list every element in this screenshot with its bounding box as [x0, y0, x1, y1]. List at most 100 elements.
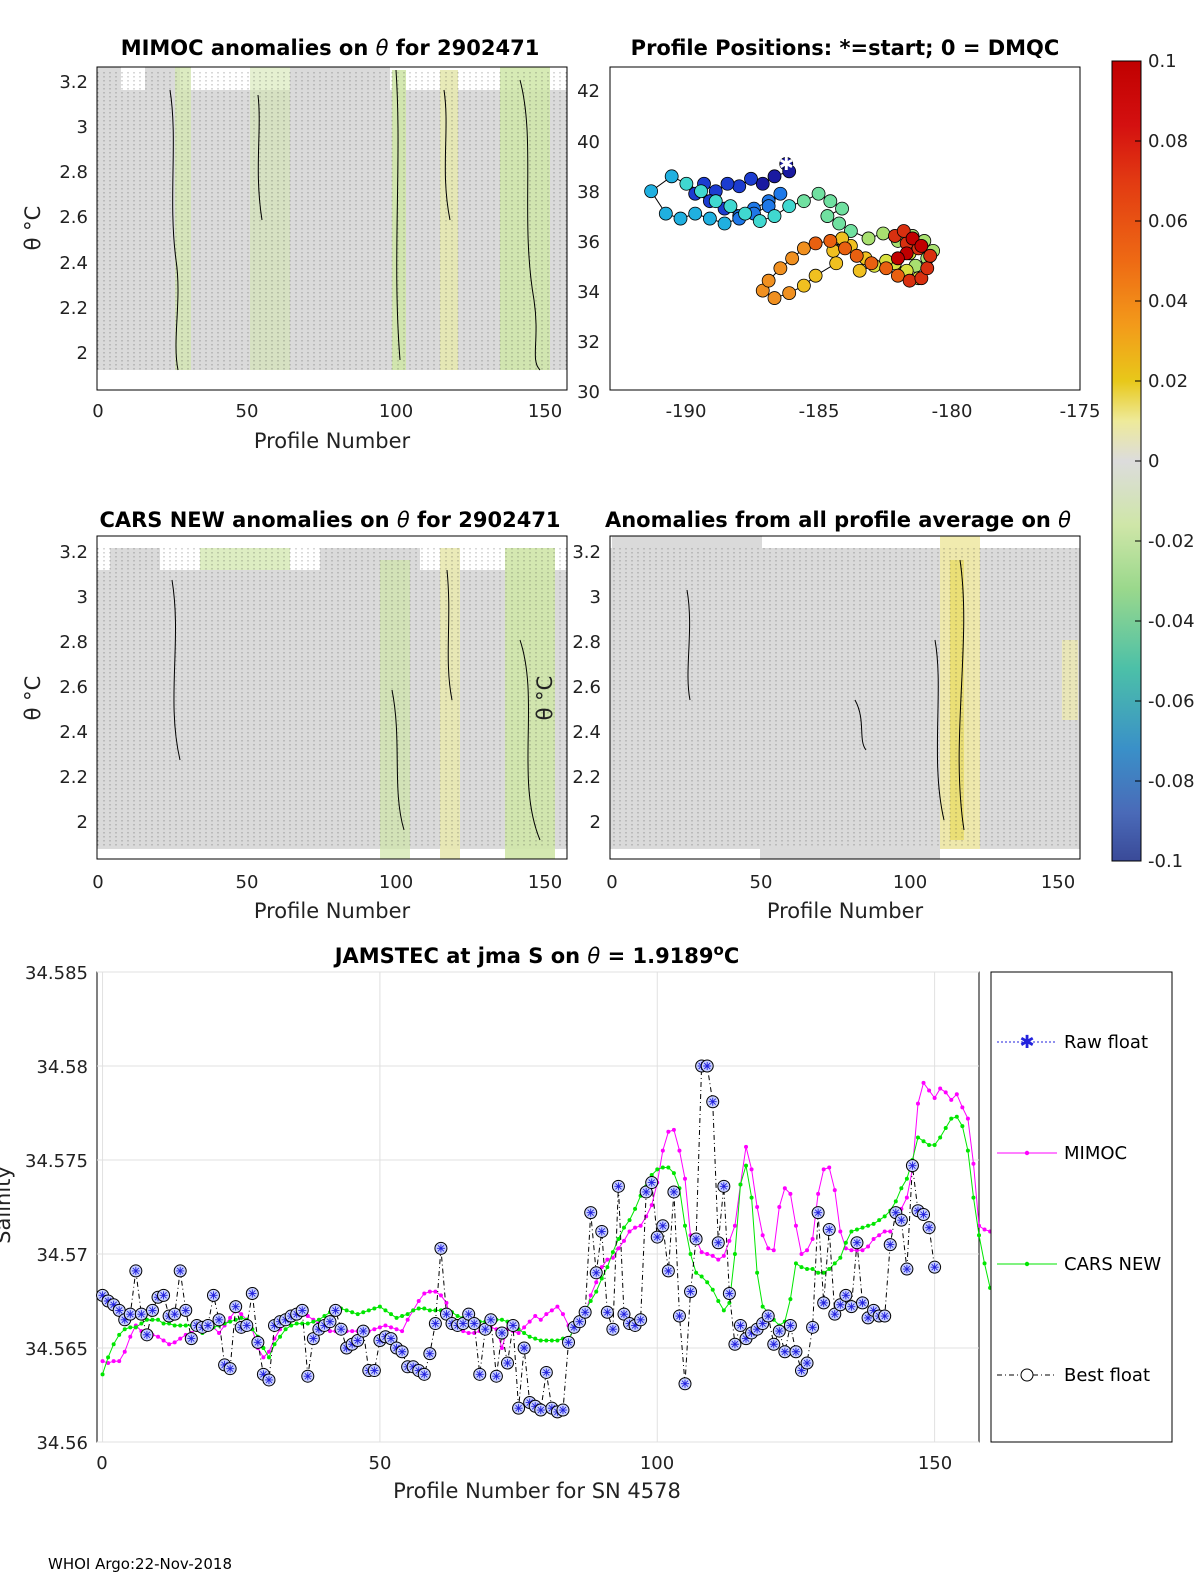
- series-point-cars-new: [627, 1218, 632, 1223]
- raw-float-point: [109, 1300, 118, 1309]
- series-point-mimoc: [228, 1315, 233, 1320]
- raw-float-point: [520, 1344, 529, 1352]
- salinity-ytick: 34.575: [25, 1151, 88, 1172]
- series-point-mimoc: [638, 1223, 643, 1228]
- series-point-mimoc: [849, 1248, 854, 1253]
- legend-raw-float: ✱ Raw float: [997, 1032, 1148, 1053]
- series-point-mimoc: [766, 1246, 771, 1251]
- raw-float-point: [547, 1404, 556, 1413]
- profile-position-point: [832, 216, 847, 231]
- legend-best-label: Best float: [1064, 1365, 1150, 1386]
- legend-cars-label: CARS NEW: [1064, 1254, 1161, 1275]
- colorbar-tick-label: 0.02: [1148, 371, 1188, 392]
- raw-float-point: [719, 1182, 728, 1191]
- raw-float-point: [775, 1327, 784, 1336]
- cars-ylabel: θ °C: [21, 676, 45, 721]
- raw-float-point: [436, 1244, 445, 1253]
- series-point-mimoc: [527, 1319, 532, 1324]
- profile-position-point: [761, 273, 776, 288]
- series-point-cars-new: [278, 1334, 283, 1339]
- salinity-ytick: 34.585: [25, 963, 88, 984]
- profile-position-point: [905, 231, 920, 246]
- profile-position-point: [852, 263, 867, 278]
- mimoc-title: MIMOC anomalies on θ for 2902471: [121, 36, 540, 60]
- series-point-cars-new: [305, 1321, 310, 1326]
- salinity-panel: JAMSTEC at jma S on θ = 1.9189oC 34.585 …: [0, 941, 1173, 1503]
- raw-float-point: [142, 1330, 151, 1339]
- series-point-mimoc: [927, 1088, 932, 1093]
- raw-float-point: [703, 1062, 712, 1070]
- raw-float-point: [758, 1319, 767, 1328]
- mimoc-ytick: 3.2: [59, 72, 88, 93]
- raw-float-point: [913, 1206, 922, 1215]
- series-point-mimoc: [649, 1203, 654, 1208]
- series-point-mimoc: [744, 1144, 749, 1149]
- raw-float-point: [869, 1306, 878, 1315]
- raw-float-point: [459, 1319, 468, 1328]
- series-point-cars-new: [427, 1308, 432, 1313]
- series-point-cars-new: [788, 1297, 793, 1302]
- series-point-cars-new: [610, 1250, 615, 1255]
- salinity-ylabel: Salinity: [0, 1166, 15, 1244]
- raw-float-point: [409, 1362, 418, 1371]
- series-point-mimoc: [793, 1223, 798, 1228]
- raw-float-point: [797, 1366, 806, 1375]
- raw-float-point: [342, 1344, 351, 1352]
- raw-float-point: [930, 1263, 939, 1272]
- series-point-mimoc: [860, 1248, 865, 1253]
- series-point-cars-new: [422, 1306, 427, 1311]
- series-point-mimoc: [888, 1229, 893, 1234]
- allprof-title: Anomalies from all profile average on θ: [605, 508, 1071, 532]
- series-point-cars-new: [727, 1300, 732, 1305]
- series-point-mimoc: [921, 1080, 926, 1085]
- legend-cars: CARS NEW: [997, 1254, 1161, 1275]
- raw-float-point: [592, 1268, 601, 1277]
- mimoc-ytick: 2.8: [59, 162, 88, 183]
- series-point-cars-new: [854, 1227, 859, 1232]
- raw-float-point: [808, 1323, 817, 1332]
- series-point-cars-new: [666, 1165, 671, 1170]
- series-point-mimoc: [610, 1255, 615, 1260]
- raw-float-point: [503, 1359, 512, 1368]
- profile-position-point: [773, 261, 788, 276]
- colorbar-ticks: 0.1 0.08 0.06 0.04 0.02 0 -0.02 -0.04 -0.06 -0.08…: [1135, 51, 1195, 872]
- series-point-mimoc: [943, 1090, 948, 1095]
- profile-position-point: [738, 206, 753, 221]
- raw-float-point: [203, 1321, 212, 1330]
- profile-position-point: [896, 224, 911, 238]
- profile-position-point: [702, 211, 717, 226]
- series-point-mimoc: [666, 1129, 671, 1134]
- cars-title: CARS NEW anomalies on θ for 2902471: [99, 508, 560, 532]
- positions-ytick: 36: [577, 232, 600, 253]
- series-point-cars-new: [949, 1116, 954, 1121]
- raw-float-point: [736, 1321, 745, 1330]
- series-point-cars-new: [172, 1323, 177, 1328]
- allprof-xtick: 150: [1041, 872, 1075, 893]
- series-point-cars-new: [605, 1265, 610, 1270]
- profile-position-point: [720, 176, 735, 191]
- series-point-cars-new: [927, 1142, 932, 1147]
- series-point-mimoc: [782, 1186, 787, 1191]
- positions-ytick: 32: [577, 332, 600, 353]
- series-point-cars-new: [821, 1270, 826, 1275]
- raw-float-point: [231, 1302, 240, 1311]
- legend-best-float: Best float: [997, 1365, 1150, 1386]
- allprof-y-ticks: 3.2 3 2.8 2.6 2.4 2.2 2: [572, 542, 601, 833]
- raw-float-point: [603, 1308, 612, 1317]
- salinity-ytick: 34.58: [36, 1057, 88, 1078]
- allprof-ytick: 2.4: [572, 722, 601, 743]
- raw-float-point: [908, 1161, 917, 1170]
- series-point-mimoc: [705, 1252, 710, 1256]
- raw-float-point: [220, 1360, 229, 1369]
- profile-position-point: [782, 199, 797, 214]
- raw-float-point: [642, 1187, 651, 1196]
- series-point-cars-new: [799, 1265, 804, 1270]
- raw-float-point: [753, 1325, 762, 1334]
- series-point-mimoc: [954, 1092, 959, 1097]
- series-point-mimoc: [172, 1340, 177, 1345]
- positions-title: Profile Positions: *=start; 0 = DMQC: [631, 36, 1060, 60]
- series-point-cars-new: [716, 1299, 721, 1303]
- profile-position-point: [744, 171, 758, 186]
- series-point-mimoc: [982, 1227, 987, 1232]
